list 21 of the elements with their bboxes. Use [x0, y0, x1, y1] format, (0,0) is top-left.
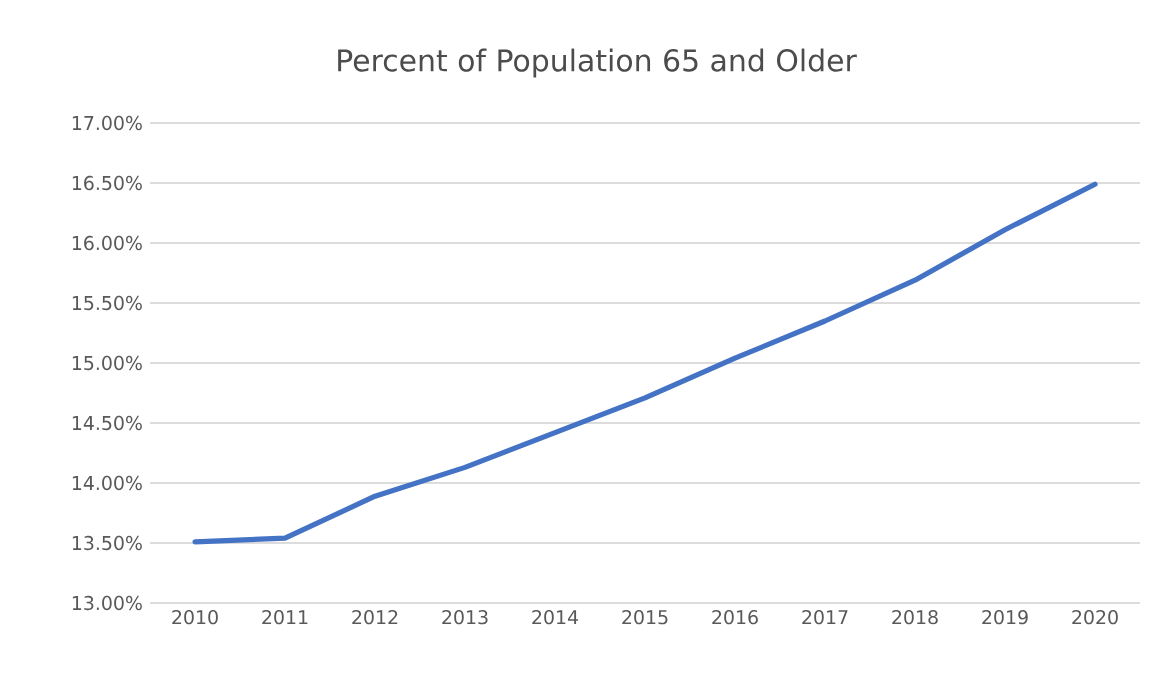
y-tick-label: 15.00%	[72, 355, 142, 371]
x-tick-label: 2019	[982, 610, 1028, 625]
y-tick-label: 16.50%	[72, 175, 142, 191]
x-tick-label: 2015	[622, 610, 668, 625]
x-tick-label: 2020	[1072, 610, 1118, 625]
y-tick-label: 16.00%	[72, 235, 142, 251]
x-tick-label: 2016	[712, 610, 758, 625]
x-tick-label: 2010	[172, 610, 218, 625]
y-tick-label: 14.50%	[72, 415, 142, 431]
x-tick-label: 2013	[442, 610, 488, 625]
y-tick-label: 13.00%	[72, 595, 142, 611]
chart-title: Percent of Population 65 and Older	[338, 48, 857, 78]
y-tick-label: 15.50%	[72, 295, 142, 311]
x-tick-label: 2017	[802, 610, 848, 625]
y-tick-label: 14.00%	[72, 475, 142, 491]
y-tick-label: 17.00%	[72, 115, 142, 131]
x-tick-label: 2018	[892, 610, 938, 625]
x-tick-label: 2012	[352, 610, 398, 625]
y-tick-label: 13.50%	[72, 535, 142, 551]
x-tick-label: 2011	[262, 610, 308, 625]
x-tick-label: 2014	[532, 610, 579, 625]
